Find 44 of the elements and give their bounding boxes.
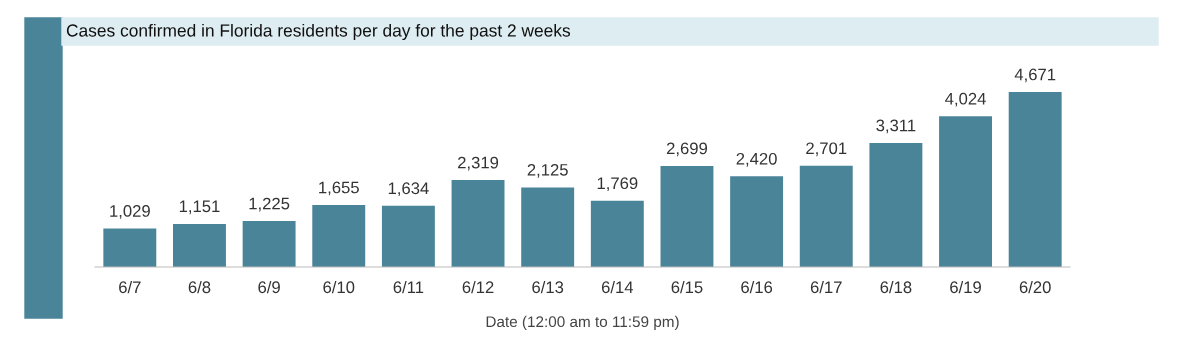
x-tick-label: 6/12 — [462, 280, 494, 294]
x-tick-label: 6/20 — [1019, 280, 1051, 294]
bar — [103, 228, 157, 267]
x-tick-label: 6/13 — [532, 280, 564, 294]
bar — [869, 142, 923, 267]
x-tick-label: 6/7 — [119, 280, 141, 294]
data-label: 2,125 — [527, 163, 568, 178]
x-tick-label: 6/10 — [323, 280, 355, 294]
data-label: 1,225 — [249, 197, 290, 212]
x-tick-label: 6/8 — [188, 280, 211, 294]
x-tick-label: 6/16 — [741, 280, 773, 294]
data-label: 1,769 — [597, 177, 638, 192]
bar — [730, 176, 784, 267]
bar — [173, 223, 226, 267]
data-label: 1,634 — [388, 182, 429, 197]
bar — [1008, 92, 1062, 267]
bar — [799, 165, 853, 267]
data-label: 1,151 — [179, 200, 220, 215]
x-tick-label: 6/14 — [601, 280, 634, 294]
bar — [939, 116, 992, 267]
x-tick-label: 6/9 — [258, 280, 280, 294]
data-label: 2,701 — [806, 142, 847, 157]
chart-title: Cases confirmed in Florida residents per day for the past 2 weeks — [66, 23, 571, 41]
data-label: 2,699 — [666, 142, 708, 157]
bar — [312, 205, 366, 267]
x-tick-label: 6/17 — [810, 280, 842, 294]
data-label: 3,311 — [876, 119, 916, 134]
data-label: 4,671 — [1014, 68, 1056, 83]
data-label: 1,655 — [319, 181, 359, 196]
bar — [660, 165, 714, 267]
bar — [242, 221, 296, 267]
x-tick-label: 6/11 — [393, 280, 424, 294]
bar — [521, 187, 575, 267]
x-tick-label: 6/15 — [671, 280, 703, 294]
data-label: 4,024 — [945, 92, 986, 107]
data-label: 2,319 — [458, 156, 499, 171]
data-label: 1,029 — [110, 205, 150, 219]
x-tick-label: 6/19 — [950, 280, 981, 294]
bar — [451, 180, 505, 267]
data-label: 2,420 — [736, 152, 777, 167]
x-tick-label: 6/18 — [880, 280, 912, 294]
x-axis-title: Date (12:00 am to 11:59 pm) — [486, 315, 679, 331]
bar — [590, 200, 644, 267]
bar — [381, 205, 435, 267]
